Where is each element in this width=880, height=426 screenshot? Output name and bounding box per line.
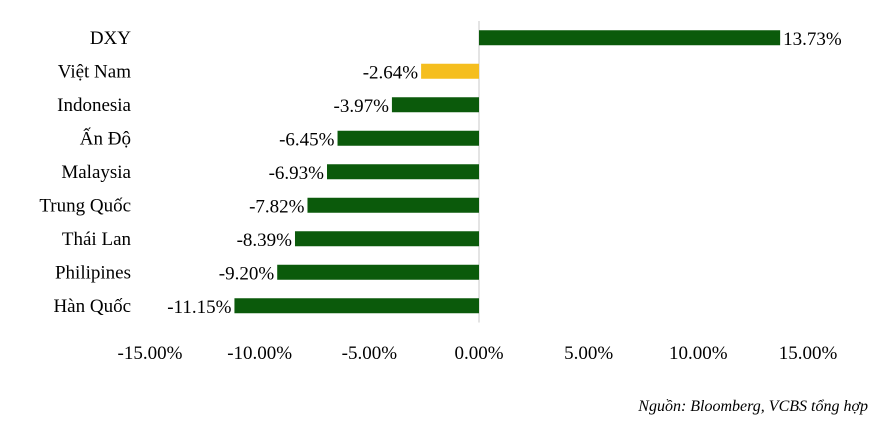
- category-label-3: Ấn Độ: [80, 127, 131, 149]
- category-label-4: Malaysia: [61, 162, 131, 183]
- x-tick-label-0: -15.00%: [118, 343, 183, 364]
- x-tick-label-2: -5.00%: [342, 343, 398, 364]
- x-tick-label-3: 0.00%: [454, 343, 503, 364]
- value-label-0: 13.73%: [783, 29, 842, 50]
- bar-8: [234, 298, 479, 314]
- source-note: Nguồn: Bloomberg, VCBS tổng hợp: [638, 398, 868, 415]
- value-label-7: -9.20%: [219, 263, 275, 284]
- category-label-5: Trung Quốc: [39, 195, 131, 216]
- value-label-5: -7.82%: [249, 196, 305, 217]
- x-tick-label-6: 15.00%: [779, 343, 838, 364]
- category-label-2: Indonesia: [57, 95, 131, 116]
- bar-1: [421, 63, 479, 79]
- x-tick-label-4: 5.00%: [564, 343, 613, 364]
- category-label-6: Thái Lan: [62, 229, 132, 250]
- value-label-2: -3.97%: [334, 96, 390, 117]
- category-labels-group: DXY Việt Nam Indonesia Ấn Độ Malaysia Trung Q…: [39, 28, 131, 317]
- category-label-1: Việt Nam: [58, 61, 131, 82]
- bar-7: [277, 264, 479, 280]
- value-label-8: -11.15%: [167, 297, 231, 318]
- x-tick-label-1: -10.00%: [227, 343, 292, 364]
- category-label-8: Hàn Quốc: [53, 296, 131, 317]
- bar-0: [479, 30, 781, 46]
- bar-3: [337, 130, 479, 146]
- category-label-0: DXY: [90, 28, 131, 49]
- x-tick-label-5: 10.00%: [669, 343, 728, 364]
- value-label-4: -6.93%: [269, 163, 325, 184]
- value-label-1: -2.64%: [363, 62, 419, 83]
- x-axis-ticks-group: -15.00% -10.00% -5.00% 0.00% 5.00% 10.00% 15.0…: [118, 343, 838, 364]
- bar-5: [307, 197, 479, 213]
- value-labels-group: 13.73% -2.64% -3.97% -6.45% -6.93% -7.82% -8.3…: [167, 29, 842, 318]
- value-label-3: -6.45%: [279, 129, 335, 150]
- category-label-7: Philipines: [55, 262, 131, 283]
- bar-6: [294, 231, 479, 247]
- bars-group: [234, 30, 781, 314]
- bar-4: [327, 164, 479, 180]
- value-label-6: -8.39%: [237, 230, 293, 251]
- bar-2: [391, 97, 479, 113]
